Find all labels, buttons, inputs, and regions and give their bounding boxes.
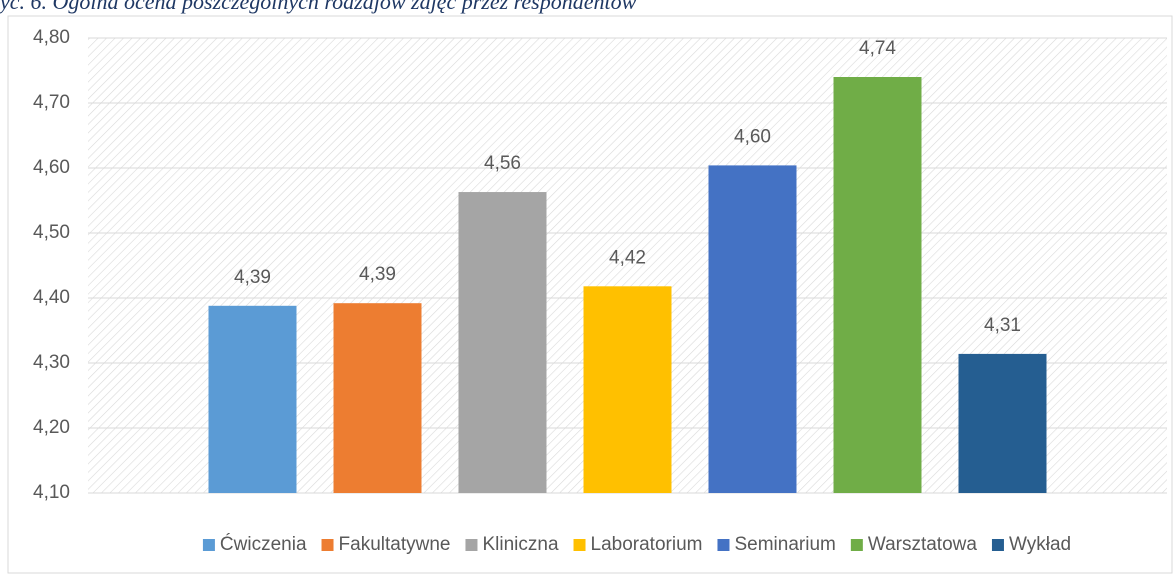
legend-label: Wykład xyxy=(1009,534,1071,555)
chart-title: yc. 6. Ogólna ocena poszczególnych rodza… xyxy=(0,0,637,14)
data-label: 4,56 xyxy=(484,153,521,174)
bar xyxy=(958,353,1047,493)
data-label: 4,39 xyxy=(359,264,396,285)
bar xyxy=(333,303,422,493)
y-tick-label: 4,40 xyxy=(33,287,70,308)
legend-label: Fakultatywne xyxy=(339,534,451,555)
data-label: 4,74 xyxy=(859,38,896,59)
bar xyxy=(708,165,797,493)
y-tick-label: 4,30 xyxy=(33,352,70,373)
legend-swatch xyxy=(573,539,586,551)
bar xyxy=(833,77,922,493)
legend-label: Seminarium xyxy=(734,534,835,555)
y-tick-label: 4,20 xyxy=(33,417,70,438)
legend-swatch xyxy=(850,539,863,551)
data-label: 4,39 xyxy=(234,267,271,288)
legend-label: Kliniczna xyxy=(482,534,558,555)
y-tick-label: 4,80 xyxy=(33,27,70,48)
legend-label: Laboratorium xyxy=(591,534,703,555)
bar xyxy=(208,305,297,493)
y-tick-label: 4,50 xyxy=(33,222,70,243)
legend-label: Warsztatowa xyxy=(868,534,978,555)
legend-swatch xyxy=(202,539,215,551)
legend-swatch xyxy=(465,539,478,551)
y-tick-label: 4,60 xyxy=(33,157,70,178)
legend-swatch xyxy=(717,539,730,551)
legend-swatch xyxy=(321,539,334,551)
y-tick-label: 4,70 xyxy=(33,92,70,113)
legend-label: Ćwiczenia xyxy=(220,533,307,555)
bar xyxy=(458,192,547,494)
legend-swatch xyxy=(991,539,1004,551)
bar xyxy=(583,286,672,493)
y-tick-label: 4,10 xyxy=(33,482,70,503)
data-label: 4,42 xyxy=(609,247,646,268)
data-label: 4,31 xyxy=(984,315,1021,336)
data-label: 4,60 xyxy=(734,126,771,147)
